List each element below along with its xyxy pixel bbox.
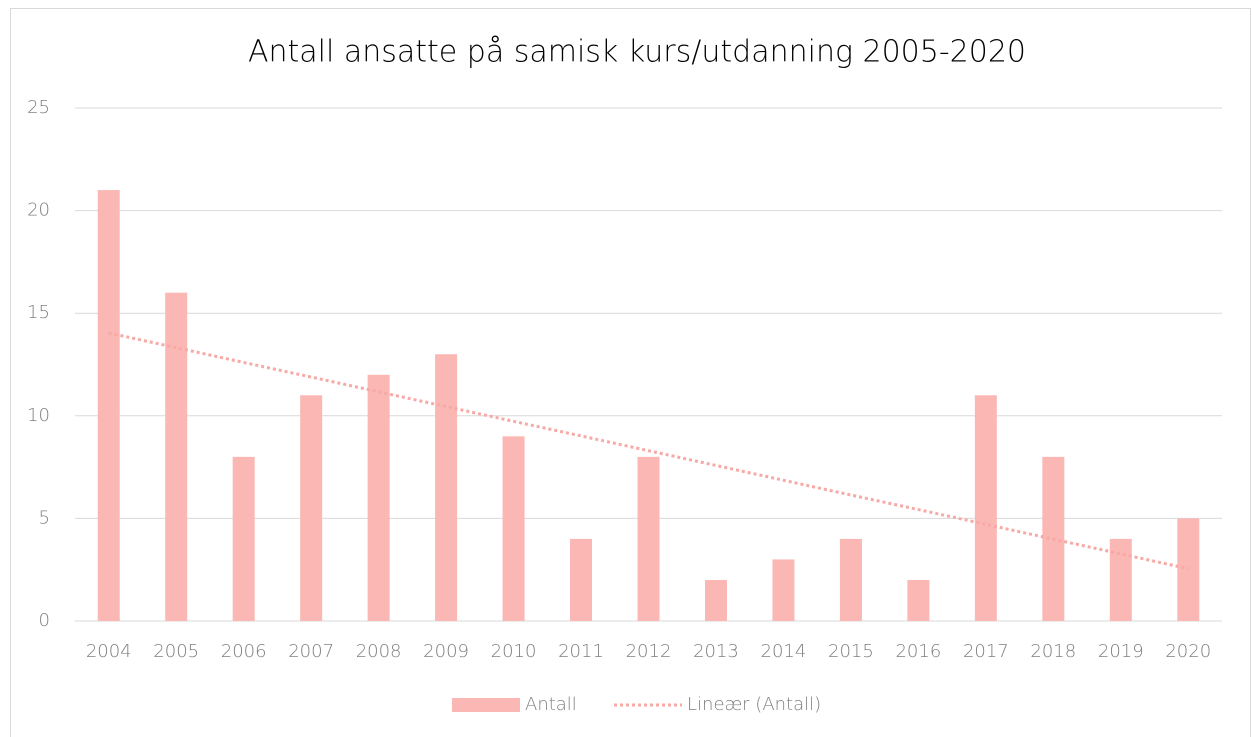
bar: [1177, 518, 1200, 621]
x-tick-label: 2008: [356, 641, 402, 662]
bar: [907, 579, 930, 621]
x-tick-label: 2007: [288, 641, 334, 662]
x-tick-label: 2009: [423, 641, 469, 662]
x-tick-label: 2014: [761, 641, 807, 662]
bar: [974, 395, 997, 621]
bar: [367, 374, 390, 621]
bar: [502, 436, 525, 621]
legend-label: Antall: [525, 694, 577, 715]
bar: [435, 354, 458, 621]
bar: [637, 456, 660, 621]
x-tick-label: 2012: [626, 641, 672, 662]
x-tick-label: 2017: [963, 641, 1009, 662]
x-tick-label: 2020: [1165, 641, 1211, 662]
x-tick-label: 2016: [895, 641, 941, 662]
chart-title: Antall ansatte på samisk kurs/utdanning …: [248, 34, 1026, 70]
y-tick-label: 5: [39, 507, 50, 528]
y-tick-label: 25: [27, 97, 50, 118]
x-tick-label: 2013: [693, 641, 739, 662]
bar: [1109, 538, 1132, 621]
bar: [165, 292, 188, 621]
y-tick-label: 15: [27, 302, 50, 323]
x-tick-label: 2018: [1030, 641, 1076, 662]
y-tick-label: 10: [27, 405, 50, 426]
bar: [570, 538, 593, 621]
x-tick-label: 2015: [828, 641, 874, 662]
trendline: [108, 331, 1189, 571]
bar: [839, 538, 862, 621]
bar: [97, 190, 120, 621]
x-tick-label: 2006: [221, 641, 267, 662]
y-tick-label: 0: [39, 610, 50, 631]
legend-swatch: [452, 698, 520, 712]
bar: [772, 559, 795, 621]
x-tick-label: 2019: [1098, 641, 1144, 662]
x-tick-label: 2005: [153, 641, 199, 662]
bar: [232, 456, 255, 621]
chart-border: [10, 8, 1251, 737]
legend-label: Lineær (Antall): [687, 694, 821, 715]
x-tick-label: 2004: [86, 641, 132, 662]
y-tick-label: 20: [27, 200, 50, 221]
bar: [300, 395, 323, 621]
bar: [704, 579, 727, 621]
x-tick-label: 2011: [558, 641, 604, 662]
x-tick-label: 2010: [491, 641, 537, 662]
